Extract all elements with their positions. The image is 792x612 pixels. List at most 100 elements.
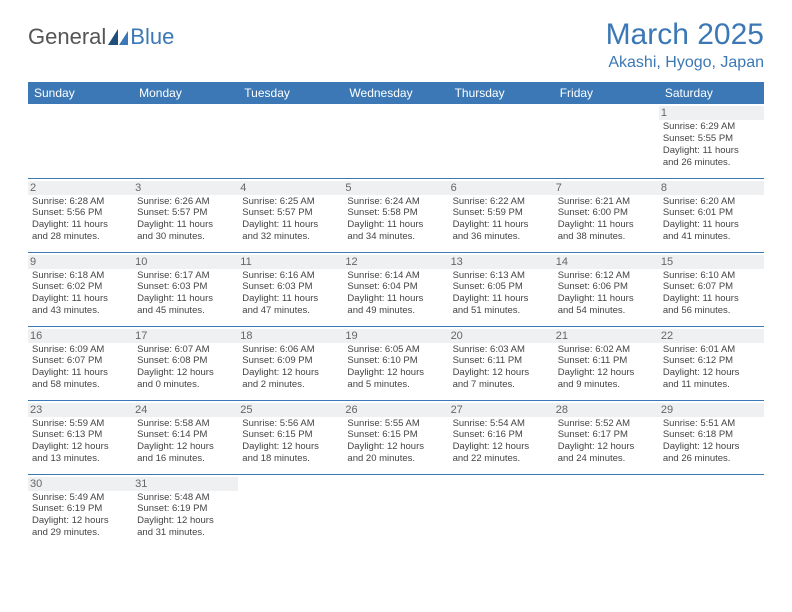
- day-info-line: Sunrise: 6:29 AM: [663, 121, 760, 133]
- day-info: Sunrise: 5:56 AMSunset: 6:15 PMDaylight:…: [242, 418, 339, 466]
- day-info-line: Sunset: 6:07 PM: [663, 281, 760, 293]
- calendar-day-cell: 5Sunrise: 6:24 AMSunset: 5:58 PMDaylight…: [343, 178, 448, 252]
- day-info-line: Daylight: 11 hours: [558, 219, 655, 231]
- day-info: Sunrise: 5:55 AMSunset: 6:15 PMDaylight:…: [347, 418, 444, 466]
- day-info: Sunrise: 6:20 AMSunset: 6:01 PMDaylight:…: [663, 196, 760, 244]
- day-info-line: and 34 minutes.: [347, 231, 444, 243]
- day-info-line: Daylight: 11 hours: [242, 293, 339, 305]
- calendar-day-cell: 26Sunrise: 5:55 AMSunset: 6:15 PMDayligh…: [343, 400, 448, 474]
- day-info-line: Sunset: 6:01 PM: [663, 207, 760, 219]
- day-info-line: Sunset: 6:19 PM: [137, 503, 234, 515]
- day-info-line: Sunset: 5:57 PM: [242, 207, 339, 219]
- day-info-line: and 13 minutes.: [32, 453, 129, 465]
- day-number-empty: [343, 477, 448, 491]
- day-info-line: Daylight: 12 hours: [558, 441, 655, 453]
- title-block: March 2025 Akashi, Hyogo, Japan: [606, 18, 764, 72]
- day-info-line: Daylight: 11 hours: [137, 293, 234, 305]
- weekday-header-row: Sunday Monday Tuesday Wednesday Thursday…: [28, 82, 764, 104]
- day-number: 19: [343, 329, 448, 343]
- calendar-day-cell: 31Sunrise: 5:48 AMSunset: 6:19 PMDayligh…: [133, 474, 238, 548]
- day-number: 6: [449, 181, 554, 195]
- day-info: Sunrise: 6:07 AMSunset: 6:08 PMDaylight:…: [137, 344, 234, 392]
- logo: General Blue: [28, 24, 174, 50]
- day-info-line: Sunrise: 6:21 AM: [558, 196, 655, 208]
- day-info-line: and 16 minutes.: [137, 453, 234, 465]
- day-info: Sunrise: 6:16 AMSunset: 6:03 PMDaylight:…: [242, 270, 339, 318]
- day-info-line: Daylight: 12 hours: [242, 367, 339, 379]
- day-info-line: and 20 minutes.: [347, 453, 444, 465]
- calendar-day-cell: 14Sunrise: 6:12 AMSunset: 6:06 PMDayligh…: [554, 252, 659, 326]
- day-number: 28: [554, 403, 659, 417]
- calendar-day-cell: 6Sunrise: 6:22 AMSunset: 5:59 PMDaylight…: [449, 178, 554, 252]
- day-info-line: and 26 minutes.: [663, 453, 760, 465]
- weekday-header: Tuesday: [238, 82, 343, 104]
- weekday-header: Monday: [133, 82, 238, 104]
- day-info-line: Sunrise: 5:52 AM: [558, 418, 655, 430]
- day-number: 29: [659, 403, 764, 417]
- day-info: Sunrise: 6:22 AMSunset: 5:59 PMDaylight:…: [453, 196, 550, 244]
- day-number: 7: [554, 181, 659, 195]
- day-info-line: Sunset: 6:10 PM: [347, 355, 444, 367]
- day-number: 18: [238, 329, 343, 343]
- calendar-day-cell: 8Sunrise: 6:20 AMSunset: 6:01 PMDaylight…: [659, 178, 764, 252]
- calendar-day-cell: 19Sunrise: 6:05 AMSunset: 6:10 PMDayligh…: [343, 326, 448, 400]
- day-number: 10: [133, 255, 238, 269]
- day-info: Sunrise: 6:12 AMSunset: 6:06 PMDaylight:…: [558, 270, 655, 318]
- day-info-line: and 11 minutes.: [663, 379, 760, 391]
- day-number: 27: [449, 403, 554, 417]
- calendar-day-cell: [343, 474, 448, 548]
- day-info-line: and 5 minutes.: [347, 379, 444, 391]
- day-info-line: Sunrise: 6:05 AM: [347, 344, 444, 356]
- day-info-line: Daylight: 11 hours: [453, 293, 550, 305]
- day-info-line: Daylight: 11 hours: [242, 219, 339, 231]
- day-number: 13: [449, 255, 554, 269]
- day-info-line: Sunrise: 6:03 AM: [453, 344, 550, 356]
- calendar-week-row: 30Sunrise: 5:49 AMSunset: 6:19 PMDayligh…: [28, 474, 764, 548]
- day-info: Sunrise: 6:28 AMSunset: 5:56 PMDaylight:…: [32, 196, 129, 244]
- day-info-line: Daylight: 11 hours: [663, 293, 760, 305]
- calendar-week-row: 23Sunrise: 5:59 AMSunset: 6:13 PMDayligh…: [28, 400, 764, 474]
- day-info: Sunrise: 6:25 AMSunset: 5:57 PMDaylight:…: [242, 196, 339, 244]
- day-info-line: Sunrise: 6:25 AM: [242, 196, 339, 208]
- calendar-day-cell: 30Sunrise: 5:49 AMSunset: 6:19 PMDayligh…: [28, 474, 133, 548]
- day-info-line: Daylight: 11 hours: [663, 145, 760, 157]
- day-info-line: Sunset: 6:12 PM: [663, 355, 760, 367]
- day-info-line: Sunset: 6:02 PM: [32, 281, 129, 293]
- header: General Blue March 2025 Akashi, Hyogo, J…: [28, 18, 764, 72]
- day-info-line: Sunrise: 6:12 AM: [558, 270, 655, 282]
- calendar-day-cell: 17Sunrise: 6:07 AMSunset: 6:08 PMDayligh…: [133, 326, 238, 400]
- day-info-line: Sunrise: 6:14 AM: [347, 270, 444, 282]
- day-number: 21: [554, 329, 659, 343]
- day-info-line: Daylight: 11 hours: [453, 219, 550, 231]
- logo-sail-icon: [108, 29, 128, 45]
- day-number: 14: [554, 255, 659, 269]
- day-info-line: and 28 minutes.: [32, 231, 129, 243]
- logo-text-general: General: [28, 24, 106, 50]
- day-number: 12: [343, 255, 448, 269]
- calendar-day-cell: 28Sunrise: 5:52 AMSunset: 6:17 PMDayligh…: [554, 400, 659, 474]
- day-info-line: Daylight: 12 hours: [32, 515, 129, 527]
- calendar-day-cell: [28, 104, 133, 178]
- day-number: 1: [659, 106, 764, 120]
- day-info-line: Sunrise: 6:26 AM: [137, 196, 234, 208]
- calendar-day-cell: 11Sunrise: 6:16 AMSunset: 6:03 PMDayligh…: [238, 252, 343, 326]
- calendar-week-row: 2Sunrise: 6:28 AMSunset: 5:56 PMDaylight…: [28, 178, 764, 252]
- day-number-empty: [133, 106, 238, 120]
- day-info-line: Sunset: 6:16 PM: [453, 429, 550, 441]
- day-info-line: Daylight: 11 hours: [347, 219, 444, 231]
- day-number: 23: [28, 403, 133, 417]
- day-info-line: Daylight: 12 hours: [137, 441, 234, 453]
- day-info: Sunrise: 6:02 AMSunset: 6:11 PMDaylight:…: [558, 344, 655, 392]
- day-info-line: Sunset: 6:03 PM: [242, 281, 339, 293]
- calendar-day-cell: 10Sunrise: 6:17 AMSunset: 6:03 PMDayligh…: [133, 252, 238, 326]
- day-number: 31: [133, 477, 238, 491]
- day-info-line: Sunset: 5:57 PM: [137, 207, 234, 219]
- day-info-line: Sunrise: 6:01 AM: [663, 344, 760, 356]
- day-info-line: Sunrise: 5:49 AM: [32, 492, 129, 504]
- day-number: 9: [28, 255, 133, 269]
- day-number: 25: [238, 403, 343, 417]
- day-info-line: Daylight: 11 hours: [558, 293, 655, 305]
- day-info-line: and 30 minutes.: [137, 231, 234, 243]
- day-info-line: and 58 minutes.: [32, 379, 129, 391]
- day-info: Sunrise: 5:58 AMSunset: 6:14 PMDaylight:…: [137, 418, 234, 466]
